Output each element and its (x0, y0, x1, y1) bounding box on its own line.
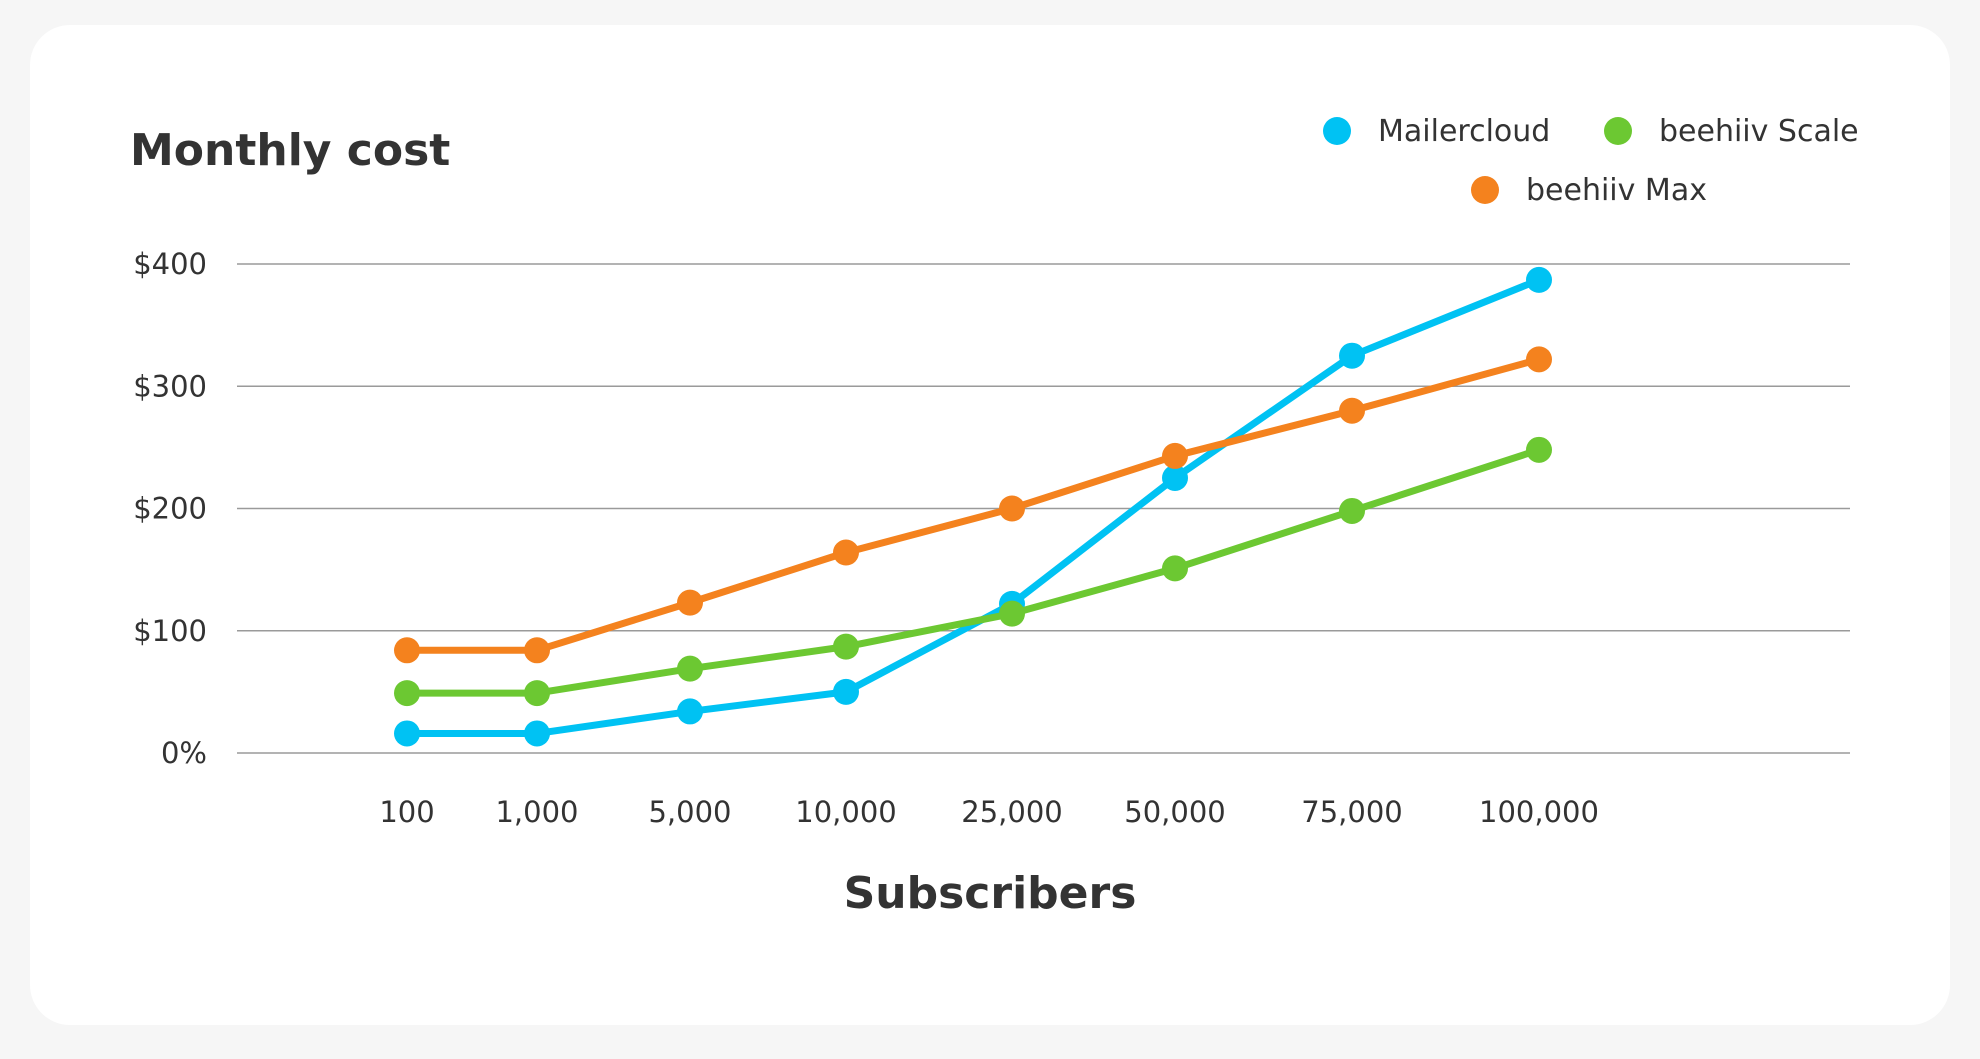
x-axis-title: Subscribers (844, 868, 1137, 919)
data-point (1339, 342, 1365, 369)
x-tick-label: 5,000 (648, 795, 731, 829)
data-point (394, 637, 420, 664)
data-point (524, 637, 550, 664)
data-point (1526, 266, 1552, 293)
x-tick-label: 10,000 (795, 795, 896, 829)
y-tick-label: $100 (133, 614, 207, 648)
x-tick-label: 25,000 (961, 795, 1062, 829)
legend-label: beehiiv Max (1526, 173, 1707, 208)
series-line (403, 276, 1543, 737)
series-mailercloud (394, 266, 1552, 747)
legend-label: beehiiv Scale (1659, 114, 1859, 149)
series-line (403, 446, 1543, 697)
legend-item: beehiiv Scale (1604, 114, 1859, 149)
data-point (1162, 555, 1188, 582)
data-point (1162, 442, 1188, 469)
data-point (833, 539, 859, 566)
y-tick-label: 0% (161, 736, 207, 770)
legend-item: Mailercloud (1323, 114, 1550, 149)
x-tick-labels: 100 1,000 5,000 10,000 25,000 50,000 75,000 100… (379, 795, 1599, 829)
data-point (394, 680, 420, 707)
data-point (999, 600, 1025, 627)
y-axis-title: Monthly cost (130, 125, 450, 176)
data-point (677, 655, 703, 682)
legend-swatch (1604, 117, 1632, 145)
y-tick-label: $300 (133, 369, 207, 403)
x-tick-label: 50,000 (1124, 795, 1225, 829)
data-point (677, 589, 703, 616)
legend-swatch (1323, 117, 1351, 145)
chart-card: 0% $100 $200 $300 $400 100 1,000 5,000 10,000 25… (30, 25, 1950, 1025)
data-point (833, 633, 859, 660)
data-point (999, 495, 1025, 522)
data-point (524, 680, 550, 707)
x-tick-label: 1,000 (495, 795, 578, 829)
data-point (1162, 464, 1188, 491)
data-point (833, 678, 859, 705)
data-point (1339, 397, 1365, 424)
data-point (1339, 497, 1365, 524)
legend-swatch (1471, 176, 1499, 204)
series (394, 266, 1552, 747)
x-tick-label: 100 (379, 795, 434, 829)
y-tick-label: $200 (133, 492, 207, 526)
y-tick-labels: 0% $100 $200 $300 $400 (133, 247, 207, 770)
gridlines (237, 263, 1850, 754)
x-tick-label: 75,000 (1301, 795, 1402, 829)
legend-label: Mailercloud (1378, 114, 1550, 149)
line-chart: 0% $100 $200 $300 $400 100 1,000 5,000 10,000 25… (130, 114, 1859, 919)
series-line (403, 355, 1543, 654)
x-tick-label: 100,000 (1479, 795, 1599, 829)
data-point (394, 720, 420, 747)
data-point (677, 698, 703, 725)
data-point (1526, 346, 1552, 373)
data-point (1526, 436, 1552, 463)
data-point (524, 720, 550, 747)
legend-item: beehiiv Max (1471, 173, 1707, 208)
series-beehiiv-scale (394, 436, 1552, 707)
legend: Mailercloud beehiiv Scale beehiiv Max (1323, 114, 1859, 208)
series-beehiiv-max (394, 346, 1552, 664)
y-tick-label: $400 (133, 247, 207, 281)
